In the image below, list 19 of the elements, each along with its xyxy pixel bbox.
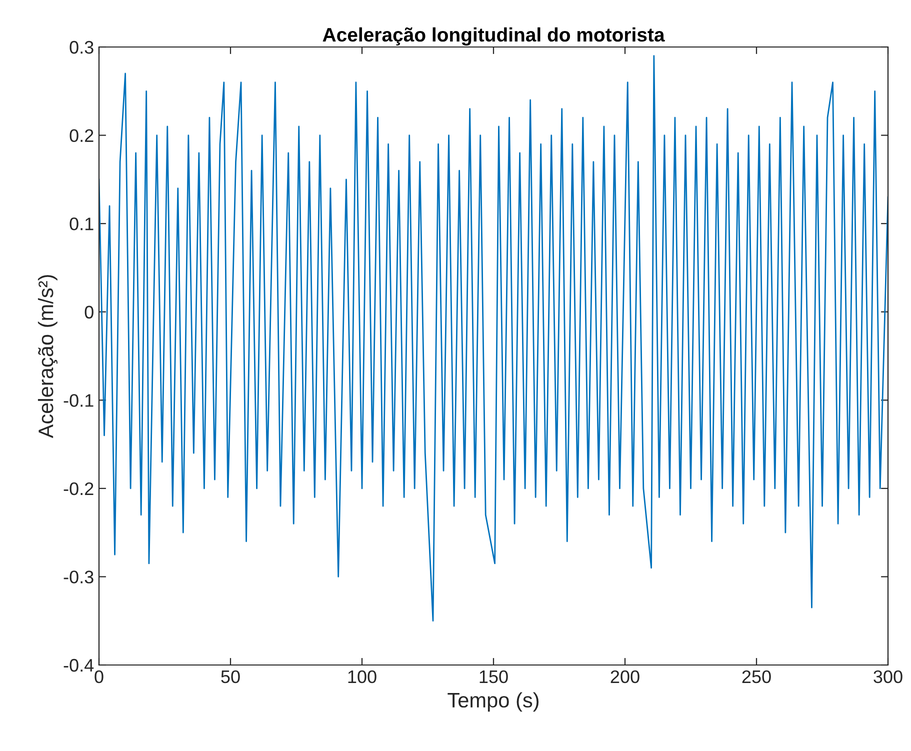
y-tick-label: -0.3 <box>64 570 94 584</box>
y-tick-label: 0 <box>84 306 94 319</box>
y-tick-label: 0.1 <box>70 218 94 230</box>
y-tick-label: -0.4 <box>64 658 94 672</box>
y-axis-title: Aceleração (m/s²) <box>38 275 58 438</box>
x-tick-label: 100 <box>348 670 376 684</box>
y-tick-label: -0.2 <box>64 482 94 496</box>
x-tick-label: 200 <box>610 670 640 684</box>
y-tick-label: 0.2 <box>70 129 94 142</box>
x-axis-title: Tempo (s) <box>448 692 539 712</box>
line-series <box>99 55 888 622</box>
x-tick-label: 300 <box>874 670 902 684</box>
y-tick-label: -0.1 <box>64 394 94 407</box>
y-tick-label: 0.3 <box>70 40 94 54</box>
x-tick-label: 0 <box>94 670 104 684</box>
chart-title: Aceleração longitudinal do motorista <box>322 27 665 46</box>
x-tick-label: 150 <box>480 670 508 684</box>
x-tick-label: 50 <box>221 670 240 684</box>
x-tick-label: 250 <box>742 670 771 684</box>
